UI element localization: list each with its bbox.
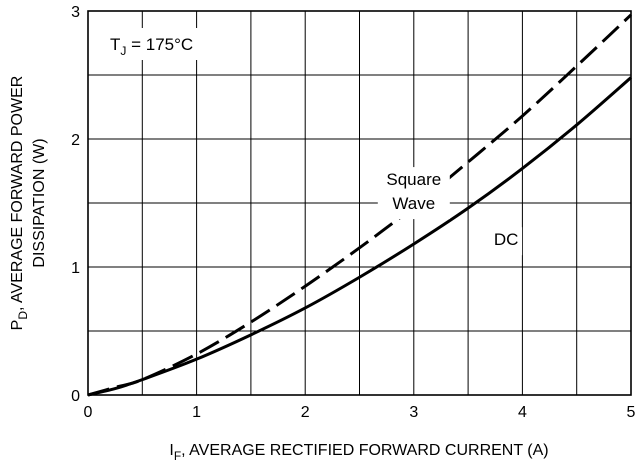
series-label-background: [377, 167, 450, 220]
tick-labels: 0 1 2 3 4 5 0 1 2 3: [71, 4, 635, 421]
x-tick-label: 5: [627, 404, 636, 421]
series-label-background: [490, 227, 523, 256]
x-tick-label: 1: [192, 404, 201, 421]
plot-frame: [87, 10, 632, 396]
x-tick-label: 2: [301, 404, 310, 421]
series-labels: Square Wave DC: [377, 167, 523, 256]
y-tick-label: 1: [71, 260, 80, 277]
x-tick-label: 0: [84, 404, 93, 421]
series-layer: [87, 13, 633, 397]
dc-label: DC: [494, 230, 519, 249]
x-tick-label: 4: [518, 404, 527, 421]
annotation-background: [103, 28, 228, 60]
y-axis-label-line2: DISSIPATION (W): [31, 138, 48, 267]
y-tick-label: 3: [71, 4, 80, 21]
x-axis-label: IF, AVERAGE RECTIFIED FORWARD CURRENT (A…: [169, 442, 548, 463]
y-axis-label: PD, AVERAGE FORWARD POWER: [9, 76, 30, 331]
junction-temperature-annotation: TJ = 175°C: [110, 35, 193, 58]
dc-curve: [87, 76, 632, 397]
square-wave-label: Square: [386, 170, 441, 189]
grid: [88, 11, 631, 395]
y-tick-label: 2: [71, 132, 80, 149]
square-wave-label: Wave: [392, 194, 435, 213]
x-tick-label: 3: [409, 404, 418, 421]
y-tick-label: 0: [71, 388, 80, 405]
